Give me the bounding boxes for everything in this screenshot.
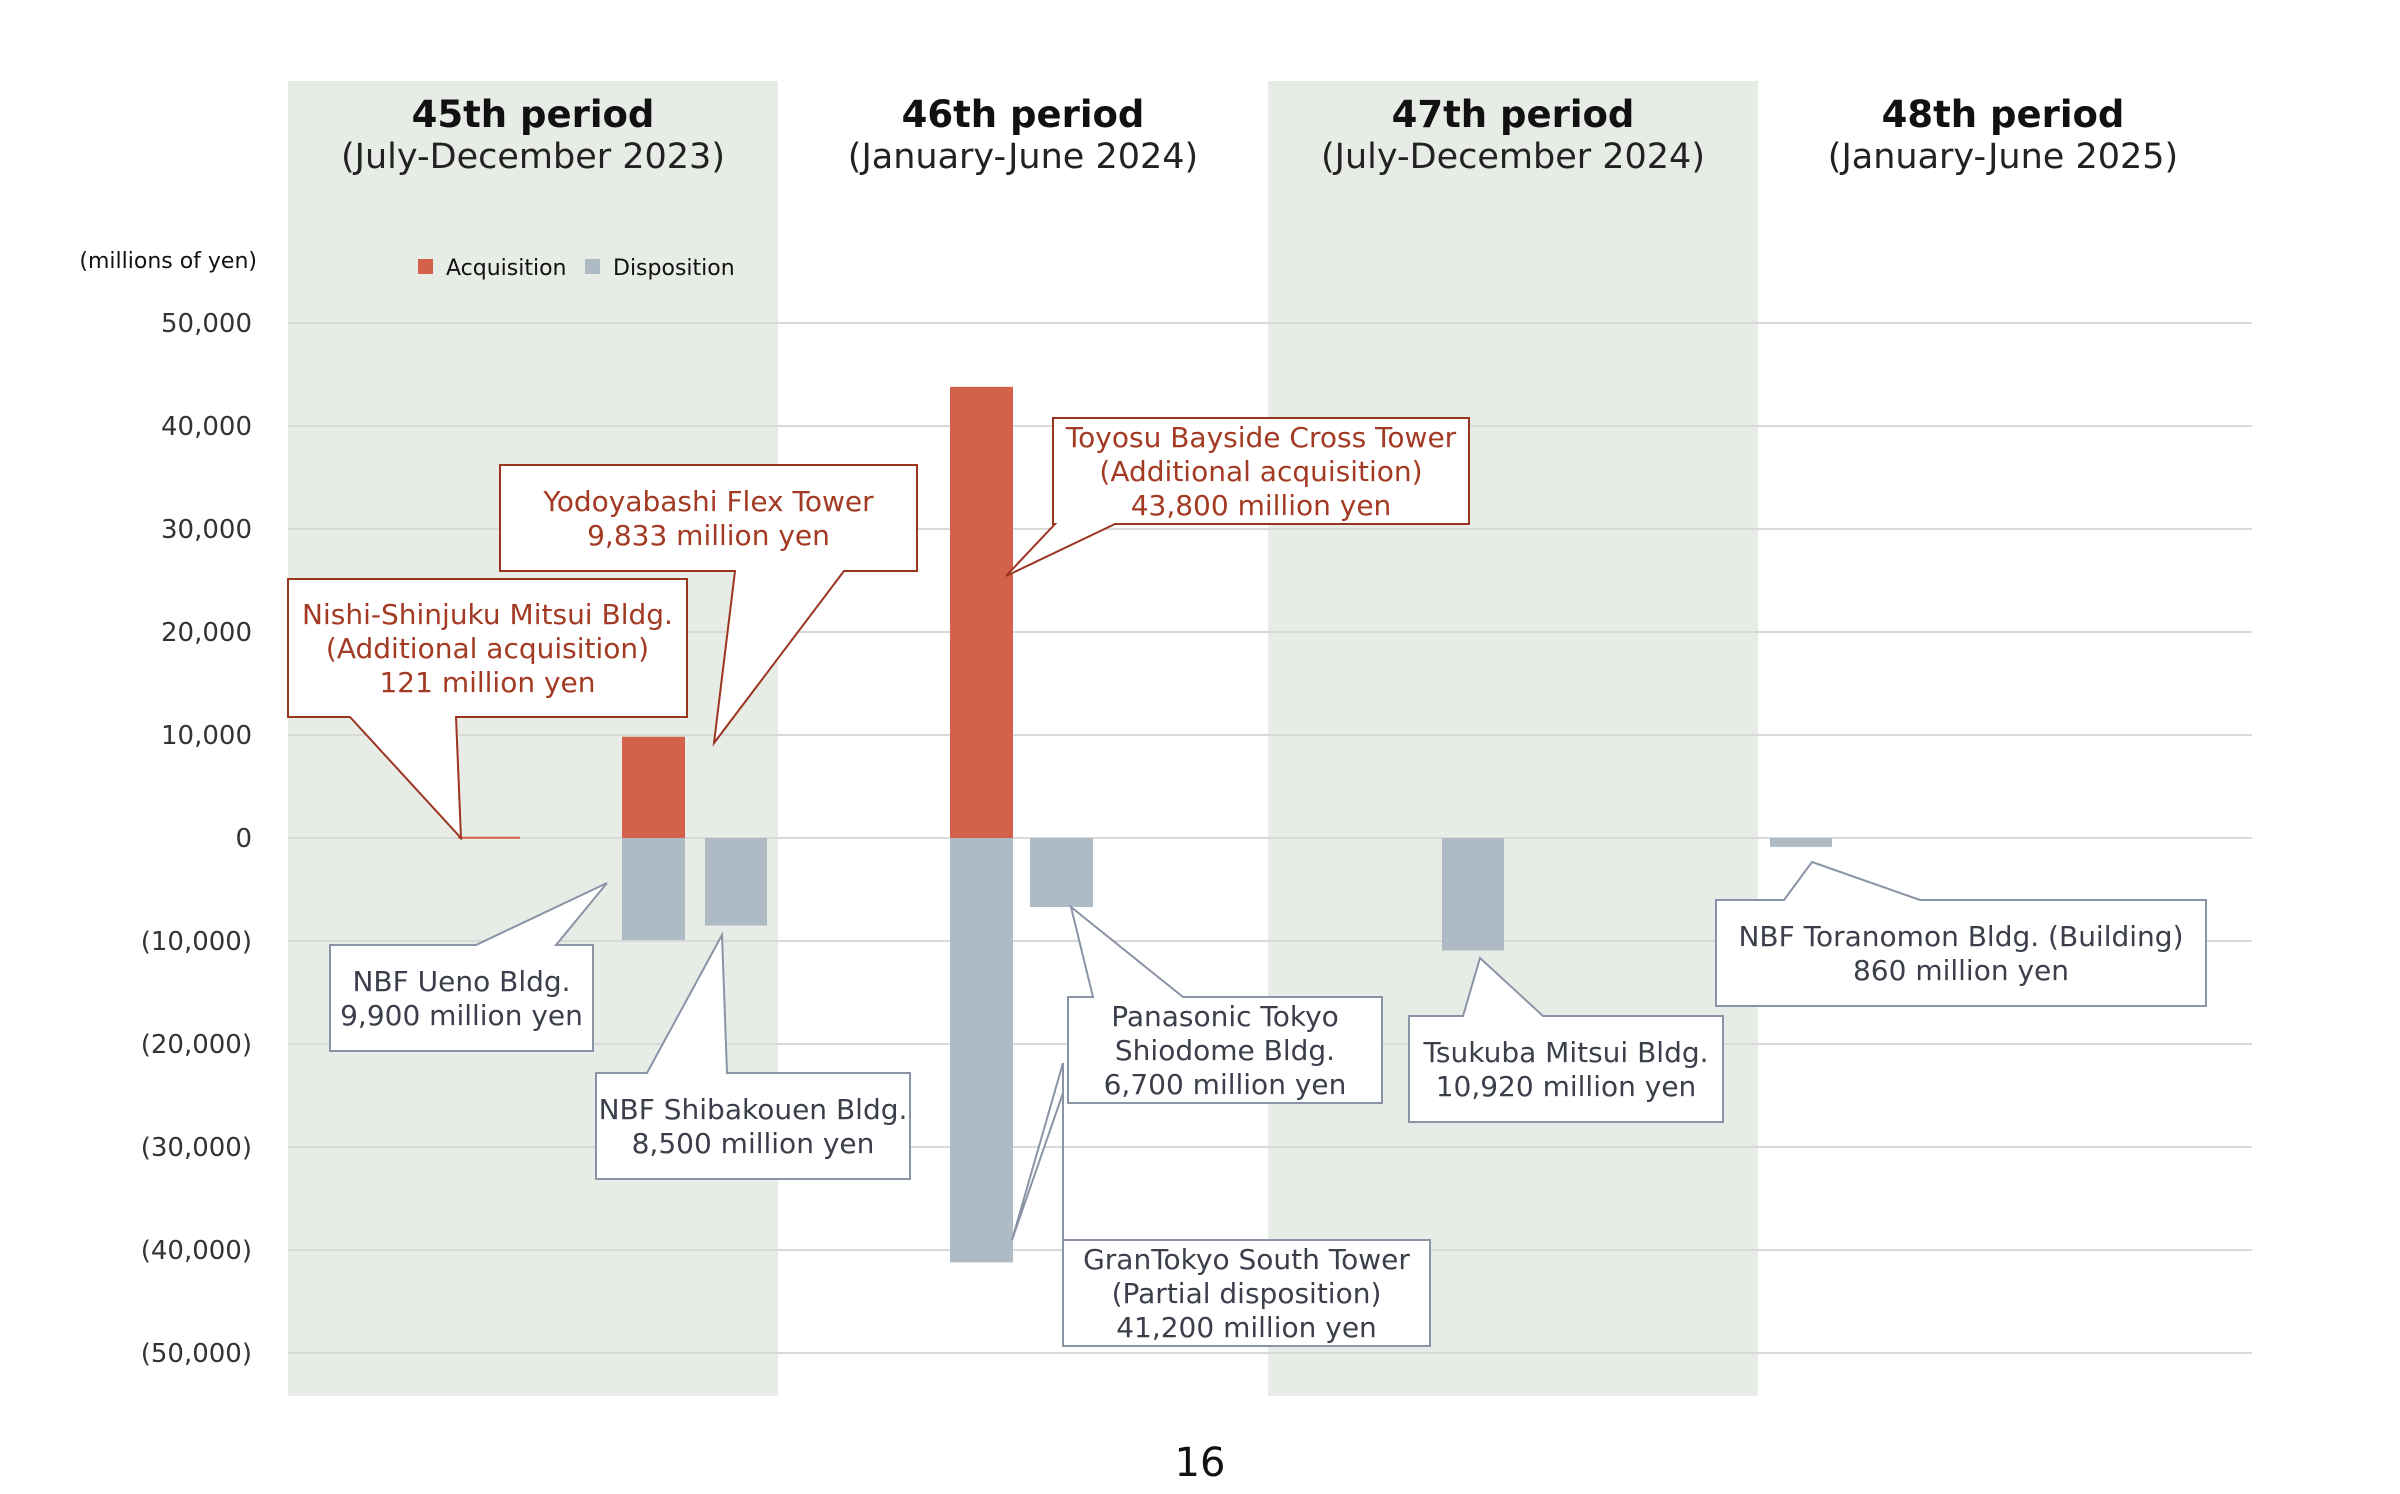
callout-box [1067,904,1383,1104]
callout-label: GranTokyo South Tower [1083,1243,1410,1276]
page-number: 16 [1175,1440,1226,1486]
callout-box [287,578,688,841]
period-shade [1268,81,1758,1396]
legend-label: Acquisition [446,256,567,281]
period-subtitle: (January-June 2024) [848,137,1198,177]
callout-label: (Additional acquisition) [1099,455,1422,488]
acquisition-bar [458,836,520,839]
y-tick-label: 20,000 [161,618,252,648]
acquisition-bar [622,736,685,838]
callout-box [499,464,918,747]
y-tick-label: (50,000) [141,1339,252,1369]
callout: NBF Shibakouen Bldg.8,500 million yen [595,931,911,1180]
legend-item: Disposition [585,256,735,281]
y-tick-label: 50,000 [161,309,252,339]
bars [458,386,1832,1263]
disposition-bar [705,838,767,926]
callout-label: 9,900 million yen [340,999,583,1032]
callout-box [1005,417,1470,577]
callout-label: Shiodome Bldg. [1115,1034,1335,1067]
period-headers: 45th period(July-December 2023) 46th peri… [341,93,2178,177]
callout-label: Nishi-Shinjuku Mitsui Bldg. [302,598,673,631]
legend-swatch [418,259,433,274]
y-tick-label: (20,000) [141,1030,252,1060]
y-tick-label: 0 [235,824,252,854]
period-subtitle: (July-December 2024) [1321,137,1705,177]
period-subtitle: (January-June 2025) [1828,137,2178,177]
callout-label: Tsukuba Mitsui Bldg. [1422,1036,1708,1069]
callout-box [329,882,608,1052]
legend-swatch [585,259,600,274]
callout: Tsukuba Mitsui Bldg.10,920 million yen [1408,956,1724,1123]
callout-box [595,931,911,1180]
y-tick-label: 10,000 [161,721,252,751]
callout: NBF Toranomon Bldg. (Building)860 millio… [1715,860,2207,1007]
callout-label: Panasonic Tokyo [1111,1000,1339,1033]
callout-box [1011,1062,1431,1347]
callout: Nishi-Shinjuku Mitsui Bldg.(Additional a… [287,578,688,841]
callout-label: NBF Toranomon Bldg. (Building) [1738,920,2183,953]
callout-label: NBF Ueno Bldg. [352,965,570,998]
y-tick-label: 40,000 [161,412,252,442]
y-axis: (millions of yen) 50,000 40,000 30,000 20,0… [79,249,257,1369]
callouts: Nishi-Shinjuku Mitsui Bldg.(Additional a… [287,417,2207,1347]
callout-label: (Partial disposition) [1112,1277,1382,1310]
legend-item: Acquisition [418,256,567,281]
disposition-bar [950,838,1013,1263]
y-tick-label: (10,000) [141,927,252,957]
callout-label: 41,200 million yen [1116,1311,1377,1344]
period-title: 48th period [1882,93,2125,136]
callout-label: 43,800 million yen [1131,489,1392,522]
period-subtitle: (July-December 2023) [341,137,725,177]
period-title: 45th period [412,93,655,136]
callout: GranTokyo South Tower(Partial dispositio… [1011,1062,1431,1347]
disposition-bar [1442,838,1504,951]
acquisition-bar [950,386,1013,838]
callout-label: 121 million yen [379,666,595,699]
unit-label: (millions of yen) [79,249,257,274]
callout-label: 9,833 million yen [587,519,830,552]
legend-label: Disposition [613,256,735,281]
callout-label: NBF Shibakouen Bldg. [599,1093,908,1126]
callout: NBF Ueno Bldg.9,900 million yen [329,882,608,1052]
callout-label: Toyosu Bayside Cross Tower [1065,421,1457,454]
callout-label: (Additional acquisition) [326,632,649,665]
disposition-bar [622,838,685,940]
legend: Acquisition Disposition [418,256,735,281]
callout-label: 10,920 million yen [1436,1070,1697,1103]
y-tick-label: (30,000) [141,1133,252,1163]
y-tick-label: (40,000) [141,1236,252,1266]
period-shading [288,81,1758,1396]
callout-label: 6,700 million yen [1104,1068,1347,1101]
callout-label: Yodoyabashi Flex Tower [542,485,874,518]
callout-label: 8,500 million yen [632,1127,875,1160]
callout-box [1715,860,2207,1007]
callout-box [1408,956,1724,1123]
callout: Toyosu Bayside Cross Tower(Additional ac… [1005,417,1470,577]
disposition-bar [1770,838,1832,847]
period-title: 47th period [1392,93,1635,136]
callout-label: 860 million yen [1853,954,2069,987]
period-title: 46th period [902,93,1145,136]
disposition-bar [1030,838,1093,908]
y-tick-label: 30,000 [161,515,252,545]
